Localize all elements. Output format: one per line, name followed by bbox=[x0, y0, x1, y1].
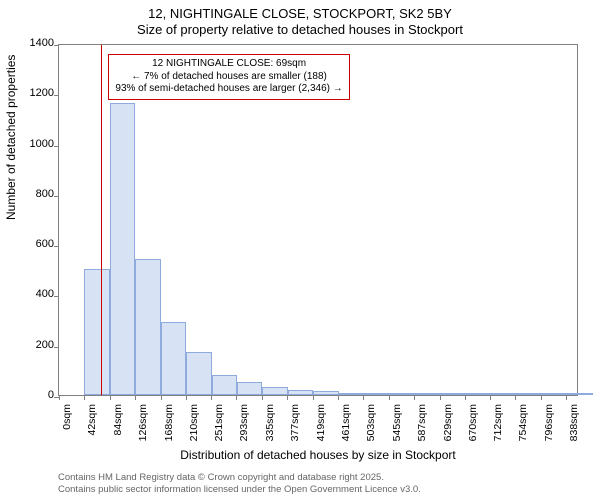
xtick-label: 419sqm bbox=[315, 404, 327, 454]
xtick-mark bbox=[440, 395, 441, 400]
ytick-mark bbox=[54, 246, 59, 247]
histogram-bar bbox=[440, 393, 465, 395]
histogram-bar bbox=[84, 269, 109, 395]
histogram-bar bbox=[339, 393, 364, 395]
annotation-line: 93% of semi-detached houses are larger (… bbox=[115, 83, 342, 96]
histogram-bar bbox=[262, 387, 287, 395]
chart-title-line1: 12, NIGHTINGALE CLOSE, STOCKPORT, SK2 5B… bbox=[0, 6, 600, 21]
xtick-mark bbox=[84, 395, 85, 400]
annotation-line: 12 NIGHTINGALE CLOSE: 69sqm bbox=[115, 58, 342, 71]
chart-title-line2: Size of property relative to detached ho… bbox=[0, 22, 600, 37]
ytick-label: 1200 bbox=[20, 87, 54, 99]
histogram-bar bbox=[364, 393, 389, 395]
reference-line bbox=[101, 45, 103, 395]
histogram-bar bbox=[237, 382, 262, 395]
xtick-mark bbox=[566, 395, 567, 400]
xtick-mark bbox=[236, 395, 237, 400]
xtick-label: 335sqm bbox=[264, 404, 276, 454]
xtick-label: 0sqm bbox=[61, 404, 73, 454]
ytick-mark bbox=[54, 95, 59, 96]
xtick-label: 503sqm bbox=[365, 404, 377, 454]
histogram-bar bbox=[517, 393, 542, 395]
xtick-mark bbox=[59, 395, 60, 400]
histogram-bar bbox=[212, 375, 237, 395]
xtick-label: 796sqm bbox=[543, 404, 555, 454]
histogram-bar bbox=[288, 390, 313, 395]
ytick-label: 1000 bbox=[20, 138, 54, 150]
xtick-label: 126sqm bbox=[137, 404, 149, 454]
y-axis-label: Number of detached properties bbox=[4, 55, 18, 220]
ytick-mark bbox=[54, 296, 59, 297]
ytick-mark bbox=[54, 347, 59, 348]
xtick-label: 545sqm bbox=[391, 404, 403, 454]
annotation-box: 12 NIGHTINGALE CLOSE: 69sqm← 7% of detac… bbox=[108, 54, 349, 100]
ytick-mark bbox=[54, 45, 59, 46]
histogram-bar bbox=[491, 393, 516, 395]
histogram-bar bbox=[415, 393, 440, 395]
xtick-label: 629sqm bbox=[442, 404, 454, 454]
credits-line1: Contains HM Land Registry data © Crown c… bbox=[58, 472, 421, 484]
chart-container: 12, NIGHTINGALE CLOSE, STOCKPORT, SK2 5B… bbox=[0, 0, 600, 500]
ytick-mark bbox=[54, 146, 59, 147]
histogram-bar bbox=[313, 391, 338, 395]
xtick-label: 210sqm bbox=[188, 404, 200, 454]
xtick-mark bbox=[414, 395, 415, 400]
histogram-bar bbox=[110, 103, 135, 395]
xtick-mark bbox=[490, 395, 491, 400]
histogram-bar bbox=[135, 259, 160, 395]
xtick-mark bbox=[262, 395, 263, 400]
xtick-label: 377sqm bbox=[289, 404, 301, 454]
histogram-bar bbox=[390, 393, 415, 395]
credits-line2: Contains public sector information licen… bbox=[58, 484, 421, 496]
xtick-mark bbox=[389, 395, 390, 400]
plot-area: 12 NIGHTINGALE CLOSE: 69sqm← 7% of detac… bbox=[58, 44, 578, 396]
ytick-label: 800 bbox=[20, 188, 54, 200]
xtick-mark bbox=[135, 395, 136, 400]
xtick-label: 461sqm bbox=[340, 404, 352, 454]
xtick-mark bbox=[338, 395, 339, 400]
ytick-label: 200 bbox=[20, 339, 54, 351]
xtick-mark bbox=[186, 395, 187, 400]
ytick-label: 600 bbox=[20, 238, 54, 250]
xtick-mark bbox=[363, 395, 364, 400]
credits-block: Contains HM Land Registry data © Crown c… bbox=[58, 472, 421, 496]
xtick-label: 670sqm bbox=[467, 404, 479, 454]
histogram-bar bbox=[161, 322, 186, 395]
xtick-label: 754sqm bbox=[517, 404, 529, 454]
xtick-label: 84sqm bbox=[112, 404, 124, 454]
xtick-label: 168sqm bbox=[163, 404, 175, 454]
xtick-mark bbox=[211, 395, 212, 400]
histogram-bar bbox=[466, 393, 491, 395]
histogram-bar bbox=[542, 393, 567, 395]
ytick-mark bbox=[54, 196, 59, 197]
xtick-label: 712sqm bbox=[492, 404, 504, 454]
xtick-label: 251sqm bbox=[213, 404, 225, 454]
xtick-mark bbox=[313, 395, 314, 400]
xtick-label: 838sqm bbox=[568, 404, 580, 454]
histogram-bar bbox=[567, 393, 592, 395]
xtick-mark bbox=[541, 395, 542, 400]
annotation-line: ← 7% of detached houses are smaller (188… bbox=[115, 71, 342, 84]
ytick-label: 0 bbox=[20, 389, 54, 401]
ytick-label: 1400 bbox=[20, 37, 54, 49]
xtick-mark bbox=[287, 395, 288, 400]
xtick-label: 42sqm bbox=[86, 404, 98, 454]
xtick-mark bbox=[110, 395, 111, 400]
xtick-label: 293sqm bbox=[238, 404, 250, 454]
xtick-mark bbox=[515, 395, 516, 400]
ytick-label: 400 bbox=[20, 288, 54, 300]
xtick-label: 587sqm bbox=[416, 404, 428, 454]
xtick-mark bbox=[161, 395, 162, 400]
xtick-mark bbox=[465, 395, 466, 400]
histogram-bar bbox=[186, 352, 211, 395]
